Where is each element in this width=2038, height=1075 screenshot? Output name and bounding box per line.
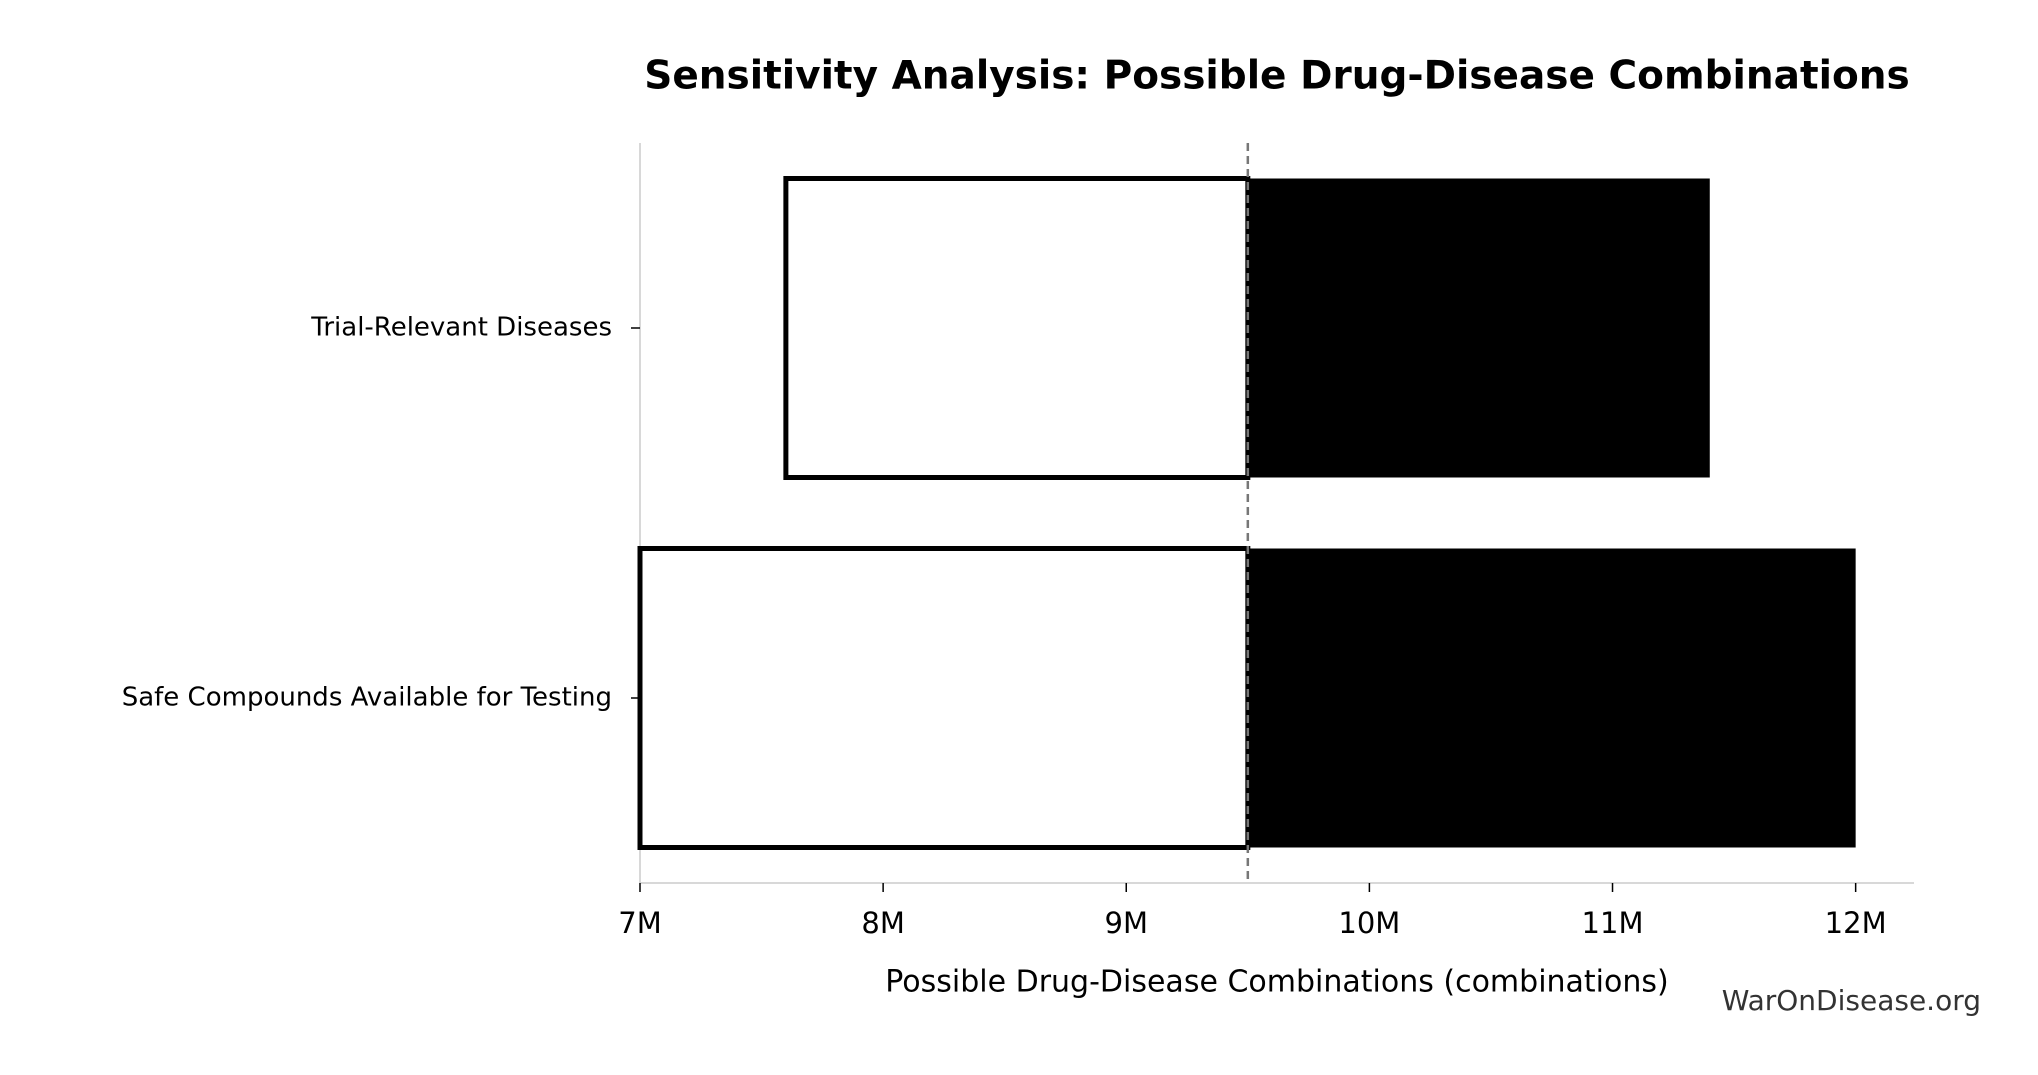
low-bar: [637, 546, 1251, 850]
x-tick-label: 12M: [1825, 906, 1887, 940]
watermark: WarOnDisease.org: [1722, 984, 1981, 1017]
x-tick-label: 9M: [1105, 906, 1148, 940]
x-tick-label: 8M: [861, 906, 904, 940]
y-tick-label: Safe Compounds Available for Testing: [122, 683, 612, 713]
x-tick-label: 10M: [1338, 906, 1400, 940]
x-tick-label: 11M: [1582, 906, 1644, 940]
high-bar: [1247, 178, 1710, 478]
chart-title: Sensitivity Analysis: Possible Drug-Dise…: [644, 54, 1909, 99]
x-axis-label: Possible Drug-Disease Combinations (comb…: [885, 965, 1668, 1000]
x-tick-label: 7M: [618, 906, 661, 940]
high-bar: [1247, 548, 1856, 848]
low-bar: [783, 176, 1251, 480]
y-tick-label: Trial-Relevant Diseases: [310, 313, 612, 343]
